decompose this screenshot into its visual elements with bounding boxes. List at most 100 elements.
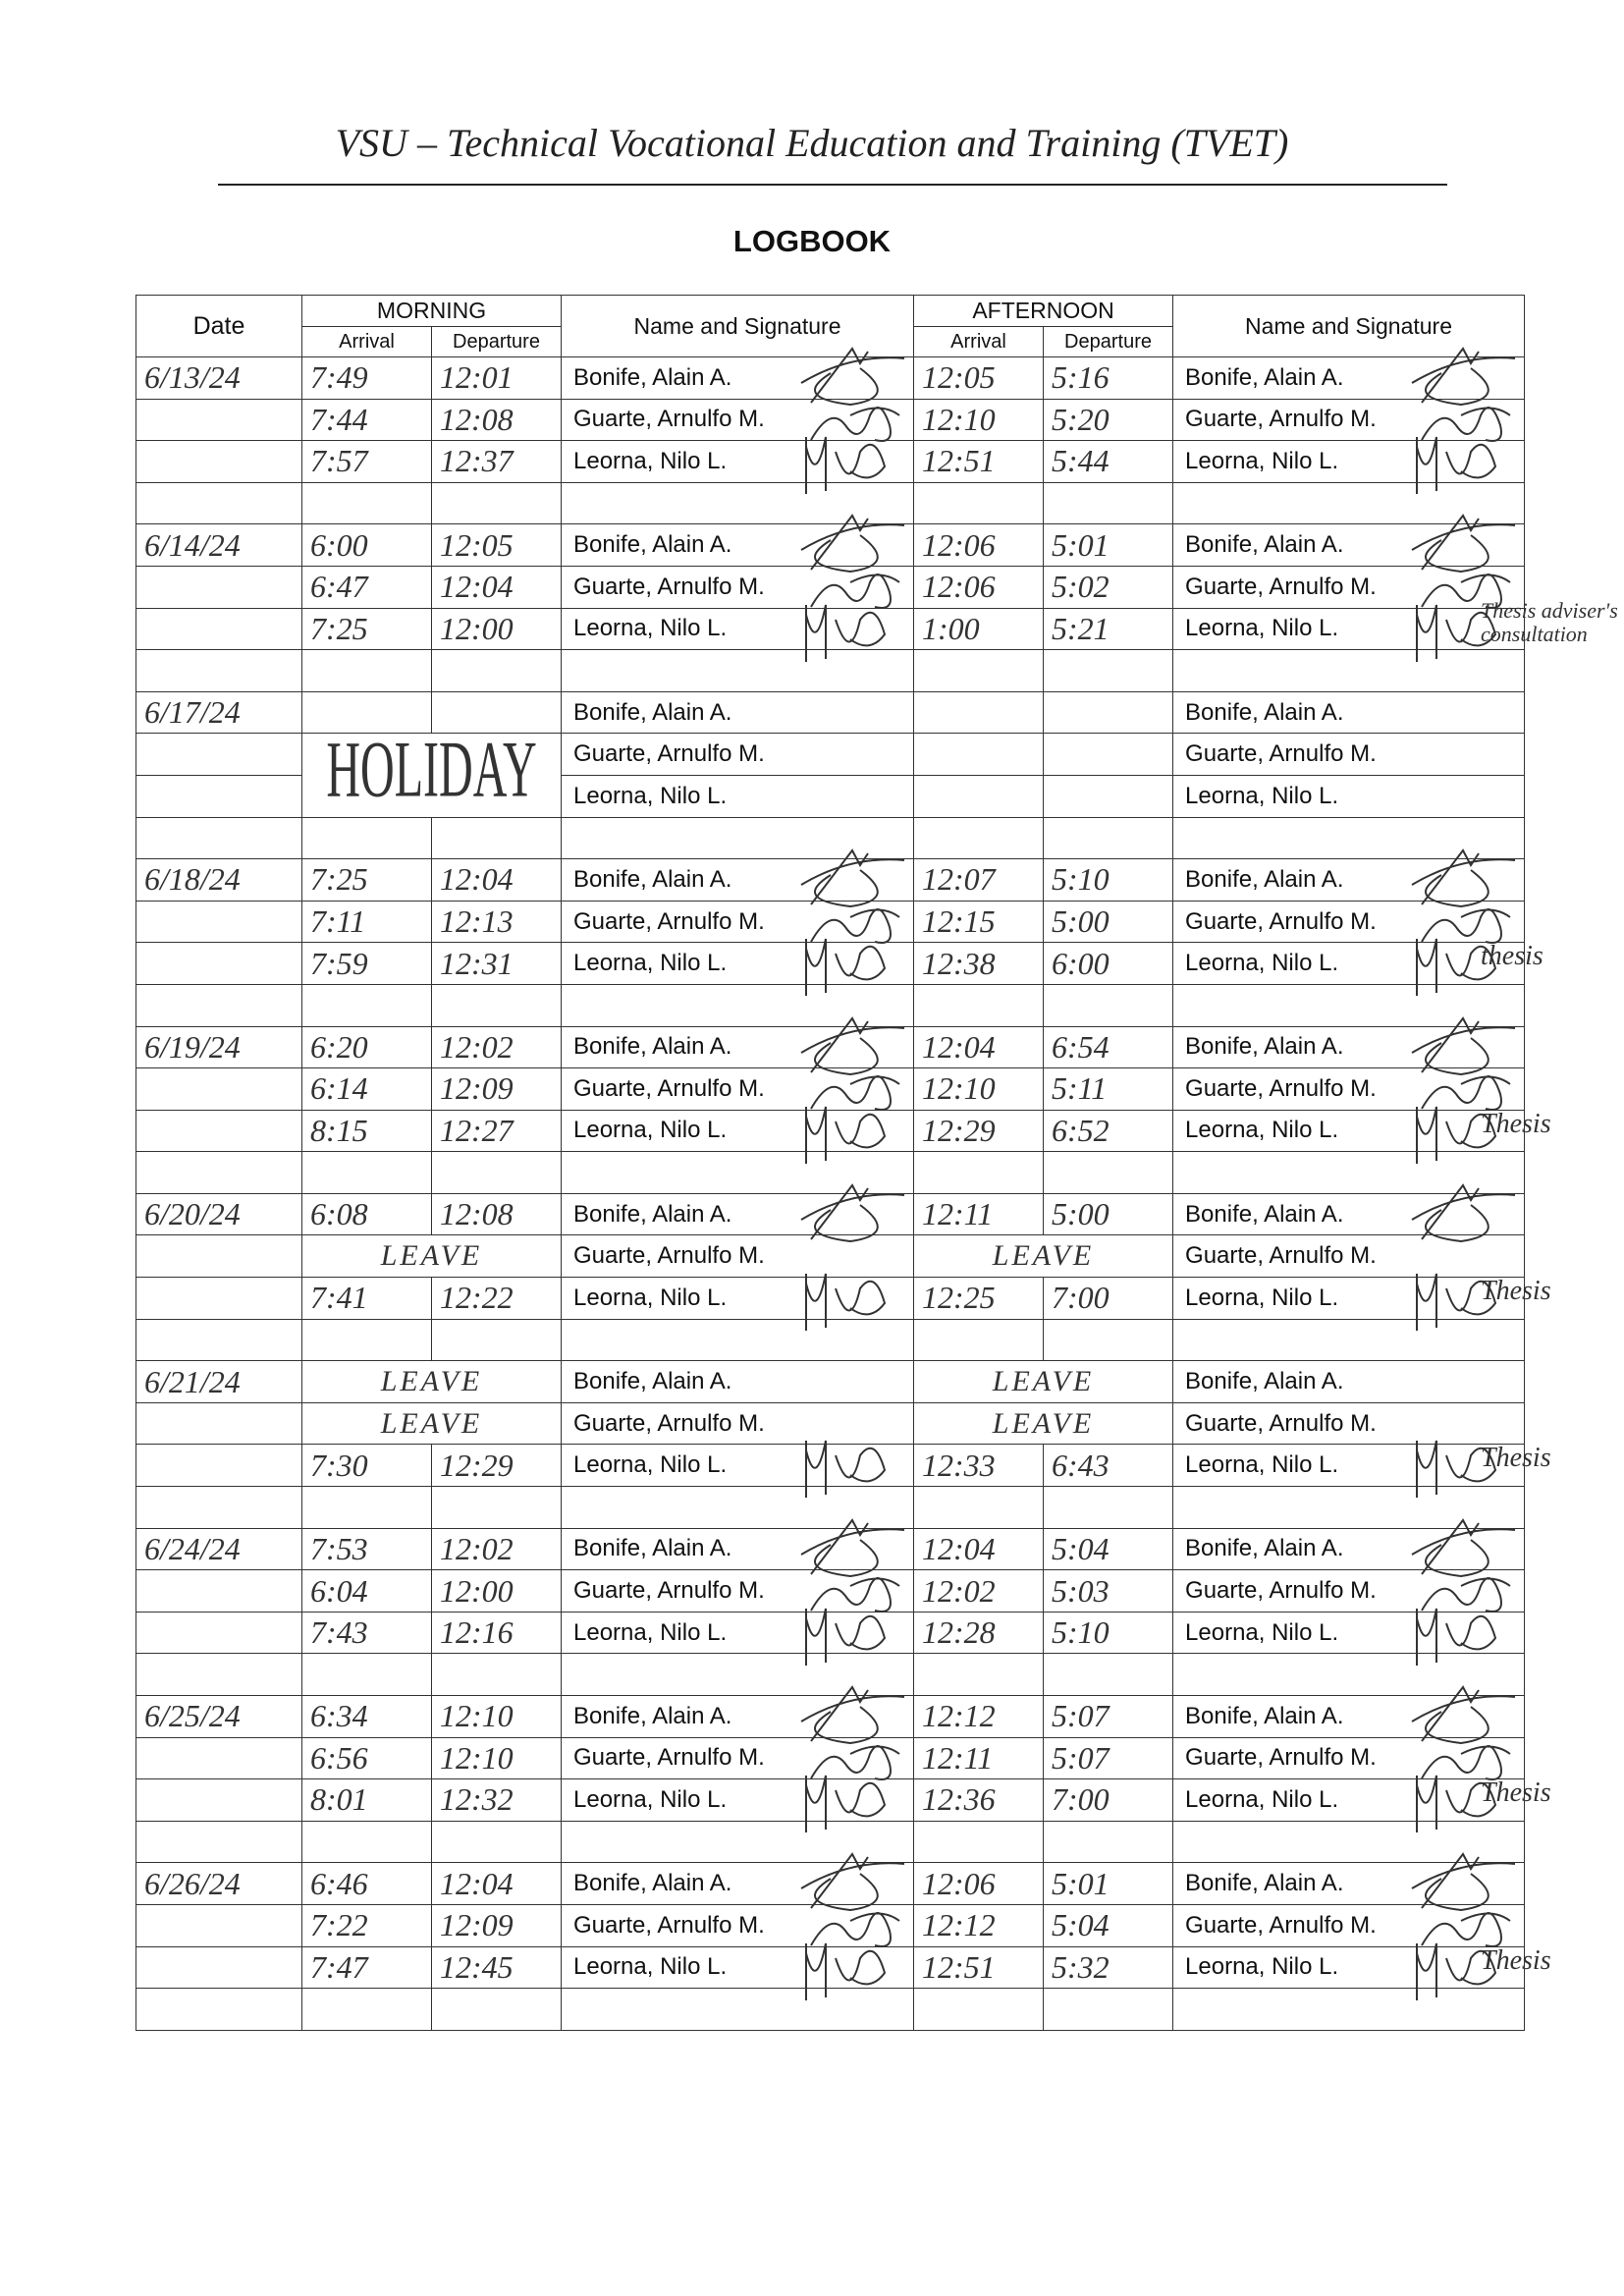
blank-cell <box>135 983 302 1027</box>
blank-cell <box>1043 649 1174 692</box>
date-cell <box>135 1067 302 1111</box>
date-cell <box>135 1444 302 1488</box>
am-arrival: 7:43 <box>301 1611 432 1655</box>
name-signature-pm: Leorna, Nilo L. Thesis <box>1172 1441 1551 1499</box>
name-signature-pm: Bonife, Alain A. <box>1172 690 1526 735</box>
name-signature-am: Guarte, Arnulfo M. <box>561 900 915 944</box>
date-cell <box>135 1736 302 1780</box>
am-arrival <box>301 690 432 735</box>
person-name: Leorna, Nilo L. <box>1185 1953 1339 1981</box>
person-name: Leorna, Nilo L. <box>1185 1451 1339 1479</box>
am-leave-mark: LEAVE <box>300 1234 563 1279</box>
person-name: Bonife, Alain A. <box>573 865 732 893</box>
name-signature-am: Guarte, Arnulfo M. <box>561 733 915 776</box>
handwritten-note: Thesis <box>1481 1777 1551 1809</box>
am-arrival: 6:00 <box>301 523 432 567</box>
blank-row <box>135 1318 1526 1362</box>
blank-cell <box>913 1653 1045 1696</box>
date-cell: 6/13/24 <box>135 356 302 400</box>
blank-cell <box>301 1318 432 1362</box>
name-signature-pm: Leorna, Nilo L. Thesis <box>1172 1106 1551 1164</box>
name-signature-pm: Leorna, Nilo L. Thesis <box>1172 1775 1551 1833</box>
table-row: 7:44 12:08 Guarte, Arnulfo M. 12:10 5:20 Guar… <box>135 398 1526 442</box>
am-arrival: 7:25 <box>301 607 432 651</box>
am-arrival: 6:34 <box>301 1695 432 1738</box>
name-signature-am: Bonife, Alain A. <box>561 1015 915 1075</box>
blank-cell <box>430 1653 563 1696</box>
name-signature-pm: Bonife, Alain A. <box>1172 347 1526 407</box>
person-name: Bonife, Alain A. <box>1185 363 1344 391</box>
blank-cell <box>1043 1653 1174 1696</box>
person-name: Bonife, Alain A. <box>573 1702 732 1729</box>
blank-cell <box>430 649 563 692</box>
title-underline <box>218 184 1447 186</box>
pm-arrival: 12:11 <box>913 1736 1045 1780</box>
blank-cell <box>301 1820 432 1864</box>
pm-leave-mark: LEAVE <box>913 1360 1174 1403</box>
blank-cell <box>913 649 1045 692</box>
name-signature-am: Bonife, Alain A. <box>561 1360 915 1403</box>
date-cell <box>135 1109 302 1153</box>
am-arrival: 6:20 <box>301 1025 432 1069</box>
blank-cell <box>135 1318 302 1362</box>
name-signature-am: Leorna, Nilo L. <box>561 604 915 662</box>
pm-departure <box>1043 690 1174 735</box>
blank-row <box>135 1151 1526 1194</box>
am-departure: 12:00 <box>430 607 563 651</box>
table-row: 6/18/24 7:25 12:04 Bonife, Alain A. 12:07 5:1… <box>135 848 1526 908</box>
am-departure: 12:22 <box>430 1277 563 1320</box>
date-cell <box>135 1611 302 1655</box>
table-row: 6/19/24 6:20 12:02 Bonife, Alain A. 12:04 6:5… <box>135 1015 1526 1075</box>
am-departure: 12:04 <box>430 565 563 609</box>
pm-departure: 5:11 <box>1043 1067 1174 1111</box>
handwritten-note: Thesis <box>1481 1443 1551 1474</box>
blank-cell <box>561 983 915 1027</box>
blank-cell <box>135 1151 302 1194</box>
date-cell <box>135 607 302 651</box>
person-name: Leorna, Nilo L. <box>1185 1785 1339 1813</box>
name-signature-pm: Leorna, Nilo L. <box>1172 436 1526 495</box>
blank-cell <box>1172 1653 1526 1696</box>
name-signature-am: Leorna, Nilo L. <box>561 939 915 997</box>
blank-cell <box>913 1486 1045 1529</box>
name-signature-pm: Leorna, Nilo L. Thesis <box>1172 1942 1551 2000</box>
person-name: Leorna, Nilo L. <box>1185 447 1339 474</box>
pm-departure: 5:16 <box>1043 356 1174 400</box>
pm-arrival <box>913 690 1045 735</box>
pm-departure: 7:00 <box>1043 1778 1174 1822</box>
blank-cell <box>135 649 302 692</box>
table-row: 6:47 12:04 Guarte, Arnulfo M. 12:06 5:02 Guar… <box>135 565 1526 609</box>
am-arrival: 7:53 <box>301 1527 432 1571</box>
pm-arrival: 12:11 <box>913 1192 1045 1236</box>
am-arrival: 7:57 <box>301 440 432 483</box>
name-signature-am: Guarte, Arnulfo M. <box>561 1401 915 1446</box>
person-name: Leorna, Nilo L. <box>1185 1618 1339 1646</box>
person-name: Bonife, Alain A. <box>1185 698 1344 726</box>
pm-arrival: 12:25 <box>913 1277 1045 1320</box>
date-cell <box>135 1945 302 1990</box>
handwritten-note: Thesis adviser's consultation <box>1481 597 1618 646</box>
table-row: 6/26/24 6:46 12:04 Bonife, Alain A. 12:06 5:0… <box>135 1852 1526 1912</box>
blank-cell <box>1043 1486 1174 1529</box>
holiday-mark: HOLIDAY <box>326 733 537 815</box>
pm-arrival: 12:05 <box>913 356 1045 400</box>
am-leave-mark: LEAVE <box>300 1360 563 1403</box>
pm-arrival: 12:38 <box>913 942 1045 985</box>
name-signature-am: Guarte, Arnulfo M. <box>561 565 915 609</box>
table-row: 6/13/24 7:49 12:01 Bonife, Alain A. 12:05 5:1… <box>135 347 1526 407</box>
person-name: Bonife, Alain A. <box>1185 1535 1344 1562</box>
am-departure: 12:37 <box>430 440 563 483</box>
person-name: Bonife, Alain A. <box>1185 1200 1344 1228</box>
am-departure: 12:09 <box>430 1903 563 1947</box>
person-name: Guarte, Arnulfo M. <box>573 573 765 600</box>
pm-departure-header: Departure <box>1043 326 1174 357</box>
name-signature-pm: Guarte, Arnulfo M. <box>1172 1569 1526 1613</box>
pm-arrival: 12:07 <box>913 858 1045 902</box>
date-cell: 6/21/24 <box>135 1360 302 1403</box>
blank-cell <box>561 1988 915 2031</box>
name-signature-pm: Leorna, Nilo L. thesis <box>1172 939 1543 997</box>
am-arrival: 7:30 <box>301 1444 432 1488</box>
pm-arrival: 12:15 <box>913 900 1045 944</box>
person-name: Guarte, Arnulfo M. <box>573 1242 765 1270</box>
table-row: LEAVE Guarte, Arnulfo M. LEAVE Guarte, Arnu… <box>135 1401 1526 1446</box>
